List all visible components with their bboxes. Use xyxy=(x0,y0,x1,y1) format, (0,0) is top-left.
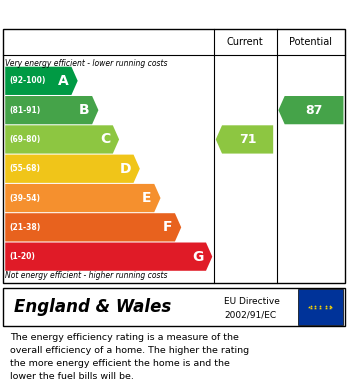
Text: (69-80): (69-80) xyxy=(9,135,41,144)
Text: A: A xyxy=(58,74,69,88)
Text: E: E xyxy=(142,191,151,205)
Polygon shape xyxy=(5,242,212,271)
Text: Not energy efficient - higher running costs: Not energy efficient - higher running co… xyxy=(5,271,168,280)
Text: C: C xyxy=(100,133,110,147)
Bar xyxy=(298,289,343,325)
Text: England & Wales: England & Wales xyxy=(14,298,171,316)
Text: D: D xyxy=(119,162,131,176)
Text: Very energy efficient - lower running costs: Very energy efficient - lower running co… xyxy=(5,59,168,68)
Polygon shape xyxy=(5,184,160,212)
Text: (21-38): (21-38) xyxy=(9,223,41,232)
Text: 87: 87 xyxy=(306,104,323,117)
Polygon shape xyxy=(5,213,181,242)
Text: B: B xyxy=(79,103,89,117)
Text: Current: Current xyxy=(227,37,264,47)
Text: Energy Efficiency Rating: Energy Efficiency Rating xyxy=(69,7,279,22)
Text: 2002/91/EC: 2002/91/EC xyxy=(224,310,277,319)
Text: EU Directive: EU Directive xyxy=(224,298,280,307)
Text: 71: 71 xyxy=(239,133,256,146)
Text: Potential: Potential xyxy=(290,37,332,47)
Text: G: G xyxy=(192,249,203,264)
Text: F: F xyxy=(163,221,172,234)
Text: The energy efficiency rating is a measure of the
overall efficiency of a home. T: The energy efficiency rating is a measur… xyxy=(10,333,250,380)
Polygon shape xyxy=(5,125,119,154)
Text: (39-54): (39-54) xyxy=(9,194,40,203)
Polygon shape xyxy=(278,96,343,124)
Polygon shape xyxy=(5,96,98,124)
Text: (55-68): (55-68) xyxy=(9,164,40,173)
Text: (92-100): (92-100) xyxy=(9,76,46,85)
Polygon shape xyxy=(5,154,140,183)
Polygon shape xyxy=(216,125,273,154)
Polygon shape xyxy=(5,67,78,95)
Text: (1-20): (1-20) xyxy=(9,252,35,261)
Text: (81-91): (81-91) xyxy=(9,106,41,115)
